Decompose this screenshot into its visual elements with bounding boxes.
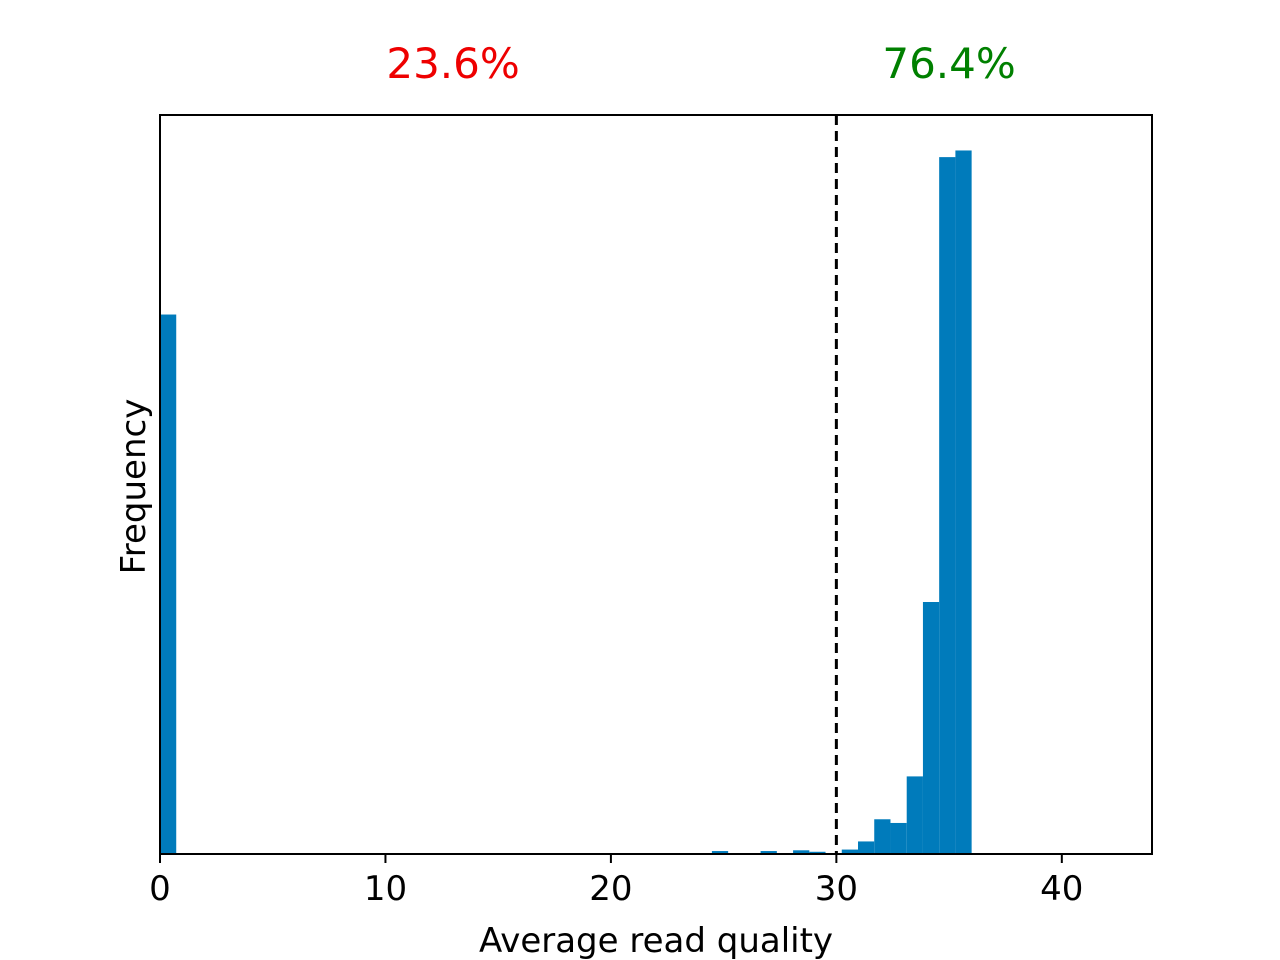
plot-frame [159, 114, 1153, 855]
histogram-bar [939, 157, 956, 854]
percent-annotation: 23.6% [386, 39, 519, 88]
histogram-bar [906, 776, 923, 854]
histogram-bar [809, 851, 826, 854]
histogram-bar [955, 150, 972, 855]
histogram-bar [793, 850, 810, 854]
histogram-bar [760, 851, 777, 854]
percent-annotations: 23.6% 76.4% [386, 39, 1015, 88]
histogram-bar [711, 851, 729, 854]
x-tick-label: 20 [589, 869, 632, 909]
histogram-bar [922, 602, 940, 854]
histogram-bar [858, 841, 875, 854]
histogram-bar [841, 849, 858, 854]
y-axis-label: Frequency [114, 399, 154, 575]
x-tick-label: 0 [149, 869, 171, 909]
x-axis-label: Average read quality [479, 921, 833, 960]
percent-annotation: 76.4% [882, 39, 1015, 88]
histogram-bar [874, 819, 891, 854]
x-tick-label: 10 [364, 869, 407, 909]
x-tick-label: 30 [815, 869, 858, 909]
x-axis-ticks: 0 10 20 30 40 [149, 854, 1083, 909]
histogram-bar [160, 314, 177, 854]
histogram-bar [890, 822, 907, 854]
histogram-bars [160, 150, 972, 855]
x-tick-label: 40 [1040, 869, 1083, 909]
